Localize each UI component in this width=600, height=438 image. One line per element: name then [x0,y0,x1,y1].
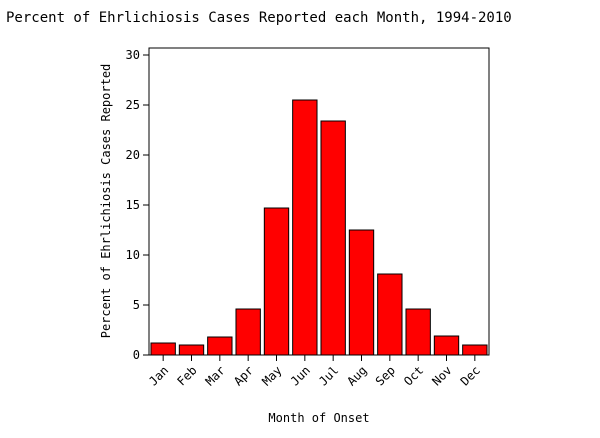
bar [462,344,488,356]
y-tick-label: 10 [126,248,140,262]
bar [292,99,318,356]
chart-title: Percent of Ehrlichiosis Cases Reported e… [6,10,512,26]
bar [207,336,233,356]
x-axis-label: Month of Onset [268,411,369,425]
x-tick-label: Jan [146,363,171,388]
x-tick-label: Sep [373,363,398,388]
bar [405,308,431,356]
bar [433,335,460,356]
plot-frame [148,47,490,356]
y-tick-label: 5 [133,298,140,312]
x-tick-label: Mar [203,363,228,388]
y-tick-label: 25 [126,98,140,112]
x-tick-label: Aug [344,363,369,388]
x-tick-label: Oct [401,363,426,388]
bar [377,273,403,356]
y-tick-label: 0 [133,348,140,362]
x-tick-label: Jul [316,363,341,388]
x-tick-label: Feb [174,363,199,388]
bar [150,342,176,356]
bar [235,308,261,356]
x-tick-label: Nov [429,363,454,388]
y-axis-label: Percent of Ehrlichiosis Cases Reported [99,64,113,339]
y-tick-label: 20 [126,148,140,162]
x-tick-label: Jun [288,363,313,388]
x-tick-label: May [259,363,284,388]
x-tick-label: Apr [231,363,256,388]
bar [178,344,205,356]
x-tick-label: Dec [458,363,483,388]
bar [263,207,290,356]
bar [320,120,346,356]
bar [348,229,375,356]
y-tick-label: 15 [126,198,140,212]
y-tick-label: 30 [126,48,140,62]
